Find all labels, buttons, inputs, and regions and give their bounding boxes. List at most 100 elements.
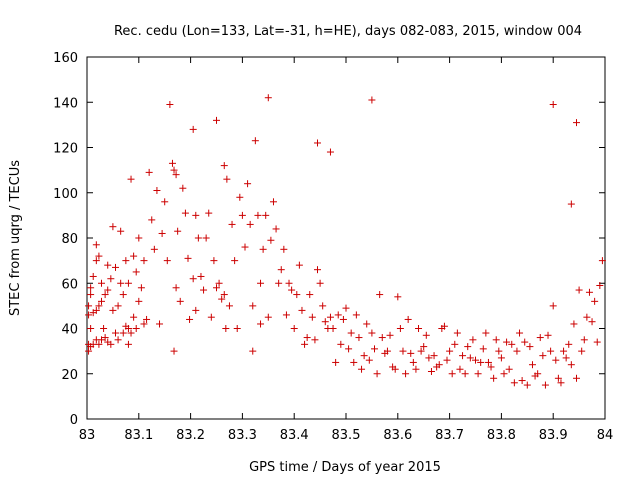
data-point: [440, 322, 448, 330]
data-point: [207, 313, 215, 321]
data-point: [280, 245, 288, 253]
data-point: [358, 365, 366, 373]
data-point: [241, 243, 249, 251]
data-point: [363, 320, 371, 328]
data-point: [301, 340, 309, 348]
data-point: [528, 361, 536, 369]
data-point: [189, 275, 197, 283]
data-point: [474, 370, 482, 378]
data-point: [430, 352, 438, 360]
y-tick-label: 160: [53, 51, 78, 66]
data-point: [170, 347, 178, 355]
data-point: [562, 354, 570, 362]
data-point: [314, 266, 322, 274]
data-point: [257, 320, 265, 328]
data-point: [552, 356, 560, 364]
data-point: [295, 261, 303, 269]
data-point: [104, 261, 112, 269]
data-point: [448, 370, 456, 378]
data-point: [549, 302, 557, 310]
chart-title: Rec. cedu (Lon=133, Lat=-31, h=HE), days…: [114, 24, 582, 39]
data-point: [370, 345, 378, 353]
data-point: [272, 225, 280, 233]
data-point: [383, 347, 391, 355]
data-point: [220, 162, 228, 170]
data-point: [360, 352, 368, 360]
data-point: [435, 361, 443, 369]
data-point: [539, 352, 547, 360]
data-point: [513, 347, 521, 355]
data-point: [163, 257, 171, 265]
data-point: [523, 381, 531, 389]
data-point: [497, 354, 505, 362]
data-point: [547, 347, 555, 355]
x-axis-label: GPS time / Days of year 2015: [249, 460, 441, 475]
data-point: [290, 325, 298, 332]
data-point: [461, 370, 469, 378]
data-point: [119, 329, 127, 337]
data-point: [87, 284, 95, 292]
data-point: [573, 374, 581, 382]
data-point: [124, 279, 132, 287]
plot-frame: [86, 56, 606, 420]
data-point: [119, 291, 127, 299]
data-point: [246, 220, 254, 228]
data-point: [109, 306, 117, 314]
data-point: [109, 223, 117, 231]
data-point: [205, 209, 213, 217]
data-point: [150, 245, 158, 253]
data-point: [453, 329, 461, 337]
data-point: [135, 234, 143, 242]
data-point: [425, 354, 433, 362]
data-point: [482, 329, 490, 337]
data-point: [257, 279, 265, 287]
data-point: [376, 291, 384, 299]
data-point: [181, 209, 189, 217]
data-point: [172, 171, 180, 179]
data-point: [598, 257, 606, 265]
y-tick-label: 40: [61, 323, 78, 338]
x-tick-label: 83.7: [435, 428, 464, 443]
data-point: [213, 116, 220, 124]
data-point: [342, 304, 350, 312]
data-point: [422, 331, 430, 339]
data-point: [495, 347, 503, 355]
y-tick-label: 140: [53, 96, 78, 111]
data-point: [130, 252, 138, 260]
data-point: [469, 336, 477, 344]
data-point: [262, 211, 270, 219]
data-point: [85, 347, 93, 355]
data-point: [596, 282, 604, 290]
data-point: [417, 347, 425, 355]
data-point: [213, 284, 220, 292]
data-point: [412, 365, 420, 373]
data-point: [130, 313, 138, 321]
data-point: [140, 320, 148, 328]
data-point: [172, 284, 180, 292]
data-point: [238, 211, 246, 219]
data-point: [306, 291, 314, 299]
data-point: [399, 347, 407, 355]
data-point: [396, 325, 404, 332]
data-point: [347, 329, 355, 337]
data-point: [526, 343, 534, 351]
data-point: [557, 379, 565, 387]
data-point: [218, 295, 226, 303]
data-point: [85, 311, 93, 319]
data-point: [176, 297, 184, 305]
data-point: [186, 315, 194, 323]
data-point: [107, 340, 115, 348]
data-point: [98, 336, 106, 344]
data-point: [101, 291, 109, 299]
data-point: [516, 329, 524, 337]
data-point: [456, 365, 464, 373]
data-point: [135, 297, 143, 305]
data-point: [179, 184, 187, 192]
data-point: [591, 297, 599, 305]
x-tick-label: 83: [79, 428, 96, 443]
data-point: [89, 272, 97, 280]
y-tick-label: 120: [53, 142, 78, 157]
data-point: [124, 325, 132, 332]
data-point: [132, 325, 140, 332]
data-point: [92, 306, 100, 314]
